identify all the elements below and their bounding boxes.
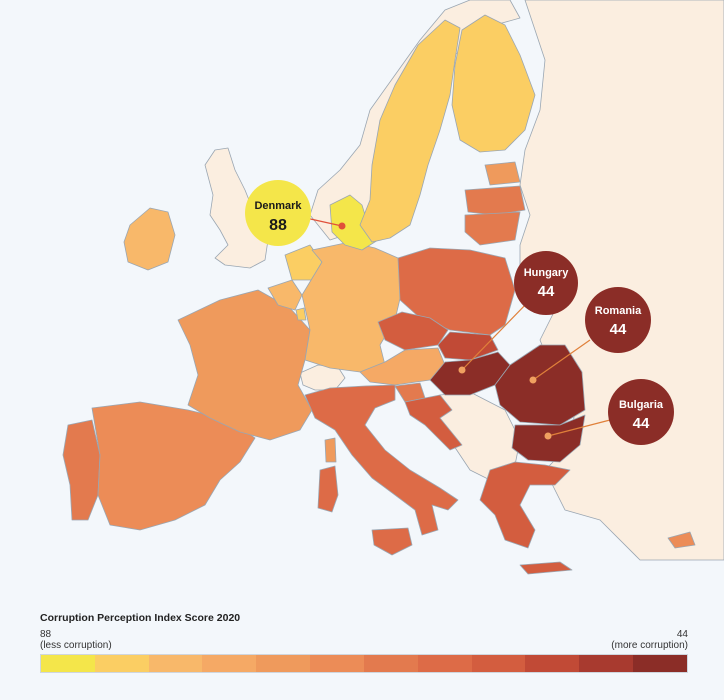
country-portugal[interactable] [62, 419, 101, 521]
callout-score: 88 [269, 217, 287, 234]
callout-bubble [514, 251, 578, 315]
country-romania[interactable] [494, 344, 586, 426]
country-croatia[interactable] [404, 394, 463, 451]
country-spain[interactable] [91, 401, 256, 531]
legend-swatch-2 [94, 655, 149, 672]
country-finland[interactable] [451, 14, 536, 153]
callout-hungary[interactable]: Hungary 44 [514, 251, 578, 315]
leader-dot-romania [529, 376, 537, 384]
callout-romania[interactable]: Romania 44 [585, 287, 651, 353]
country-czechia[interactable] [377, 311, 449, 351]
legend-swatch-4 [202, 655, 257, 672]
country-france[interactable] [177, 289, 313, 441]
country-lithuania[interactable] [464, 211, 521, 246]
leader-dot-hungary [458, 366, 466, 374]
legend-color-scale [40, 654, 688, 673]
legend-swatch-9 [471, 655, 526, 672]
country-italy[interactable] [304, 384, 459, 536]
callout-score: 44 [633, 415, 650, 432]
legend-swatch-7 [363, 655, 418, 672]
country-crete[interactable] [519, 561, 573, 575]
country-luxembourg[interactable] [295, 307, 307, 321]
callout-country-name: Denmark [254, 200, 302, 212]
legend-right: 44 (more corruption) [611, 629, 688, 651]
country-belgium[interactable] [267, 279, 303, 311]
callout-country-name: Hungary [524, 267, 570, 279]
callout-leaders [305, 217, 611, 440]
europe-map: Denmark 88 Hungary 44 Romania 44 Bulgari… [62, 0, 724, 575]
legend-right-label: (more corruption) [611, 640, 688, 651]
leader-bulgaria [547, 419, 611, 437]
country-sardinia[interactable] [317, 465, 339, 513]
callout-score: 44 [538, 283, 555, 300]
country-ireland[interactable] [123, 207, 176, 271]
legend-swatch-10 [525, 655, 580, 672]
country-sweden[interactable] [359, 19, 461, 243]
legend-swatch-11 [579, 655, 634, 672]
legend-swatch-8 [417, 655, 472, 672]
callout-country-name: Romania [595, 305, 642, 317]
callout-country-name: Bulgaria [619, 399, 664, 411]
callout-bubble [245, 180, 311, 246]
leader-denmark [305, 217, 343, 227]
legend-swatch-12 [633, 655, 687, 672]
leader-romania [532, 339, 591, 381]
leader-dot-denmark [338, 222, 346, 230]
callout-bubble [608, 379, 674, 445]
country-cyprus[interactable] [667, 531, 696, 549]
legend-left: 88 (less corruption) [40, 629, 112, 651]
leader-dot-bulgaria [544, 432, 552, 440]
legend-ends: 88 (less corruption) 44 (more corruption… [40, 629, 688, 651]
callout-score: 44 [610, 321, 627, 338]
legend-right-value: 44 [676, 629, 688, 640]
legend-title: Corruption Perception Index Score 2020 [40, 612, 241, 624]
country-estonia[interactable] [484, 161, 521, 186]
country-greece[interactable] [479, 461, 571, 549]
legend: Corruption Perception Index Score 2020 8… [40, 612, 688, 673]
legend-swatch-5 [256, 655, 311, 672]
country-great-britain[interactable] [204, 147, 269, 269]
country-slovakia[interactable] [437, 331, 499, 361]
legend-swatch-6 [310, 655, 364, 672]
callout-bulgaria[interactable]: Bulgaria 44 [608, 379, 674, 445]
legend-left-value: 88 [40, 629, 52, 640]
eu-countries [62, 14, 696, 575]
country-corsica[interactable] [324, 437, 337, 463]
leader-hungary [461, 299, 531, 371]
callout-bubble [585, 287, 651, 353]
country-latvia[interactable] [464, 185, 526, 216]
legend-swatch-1 [41, 655, 95, 672]
callout-denmark[interactable]: Denmark 88 [245, 180, 311, 246]
country-sicily[interactable] [371, 527, 413, 556]
legend-left-label: (less corruption) [40, 640, 112, 651]
legend-swatch-3 [148, 655, 203, 672]
